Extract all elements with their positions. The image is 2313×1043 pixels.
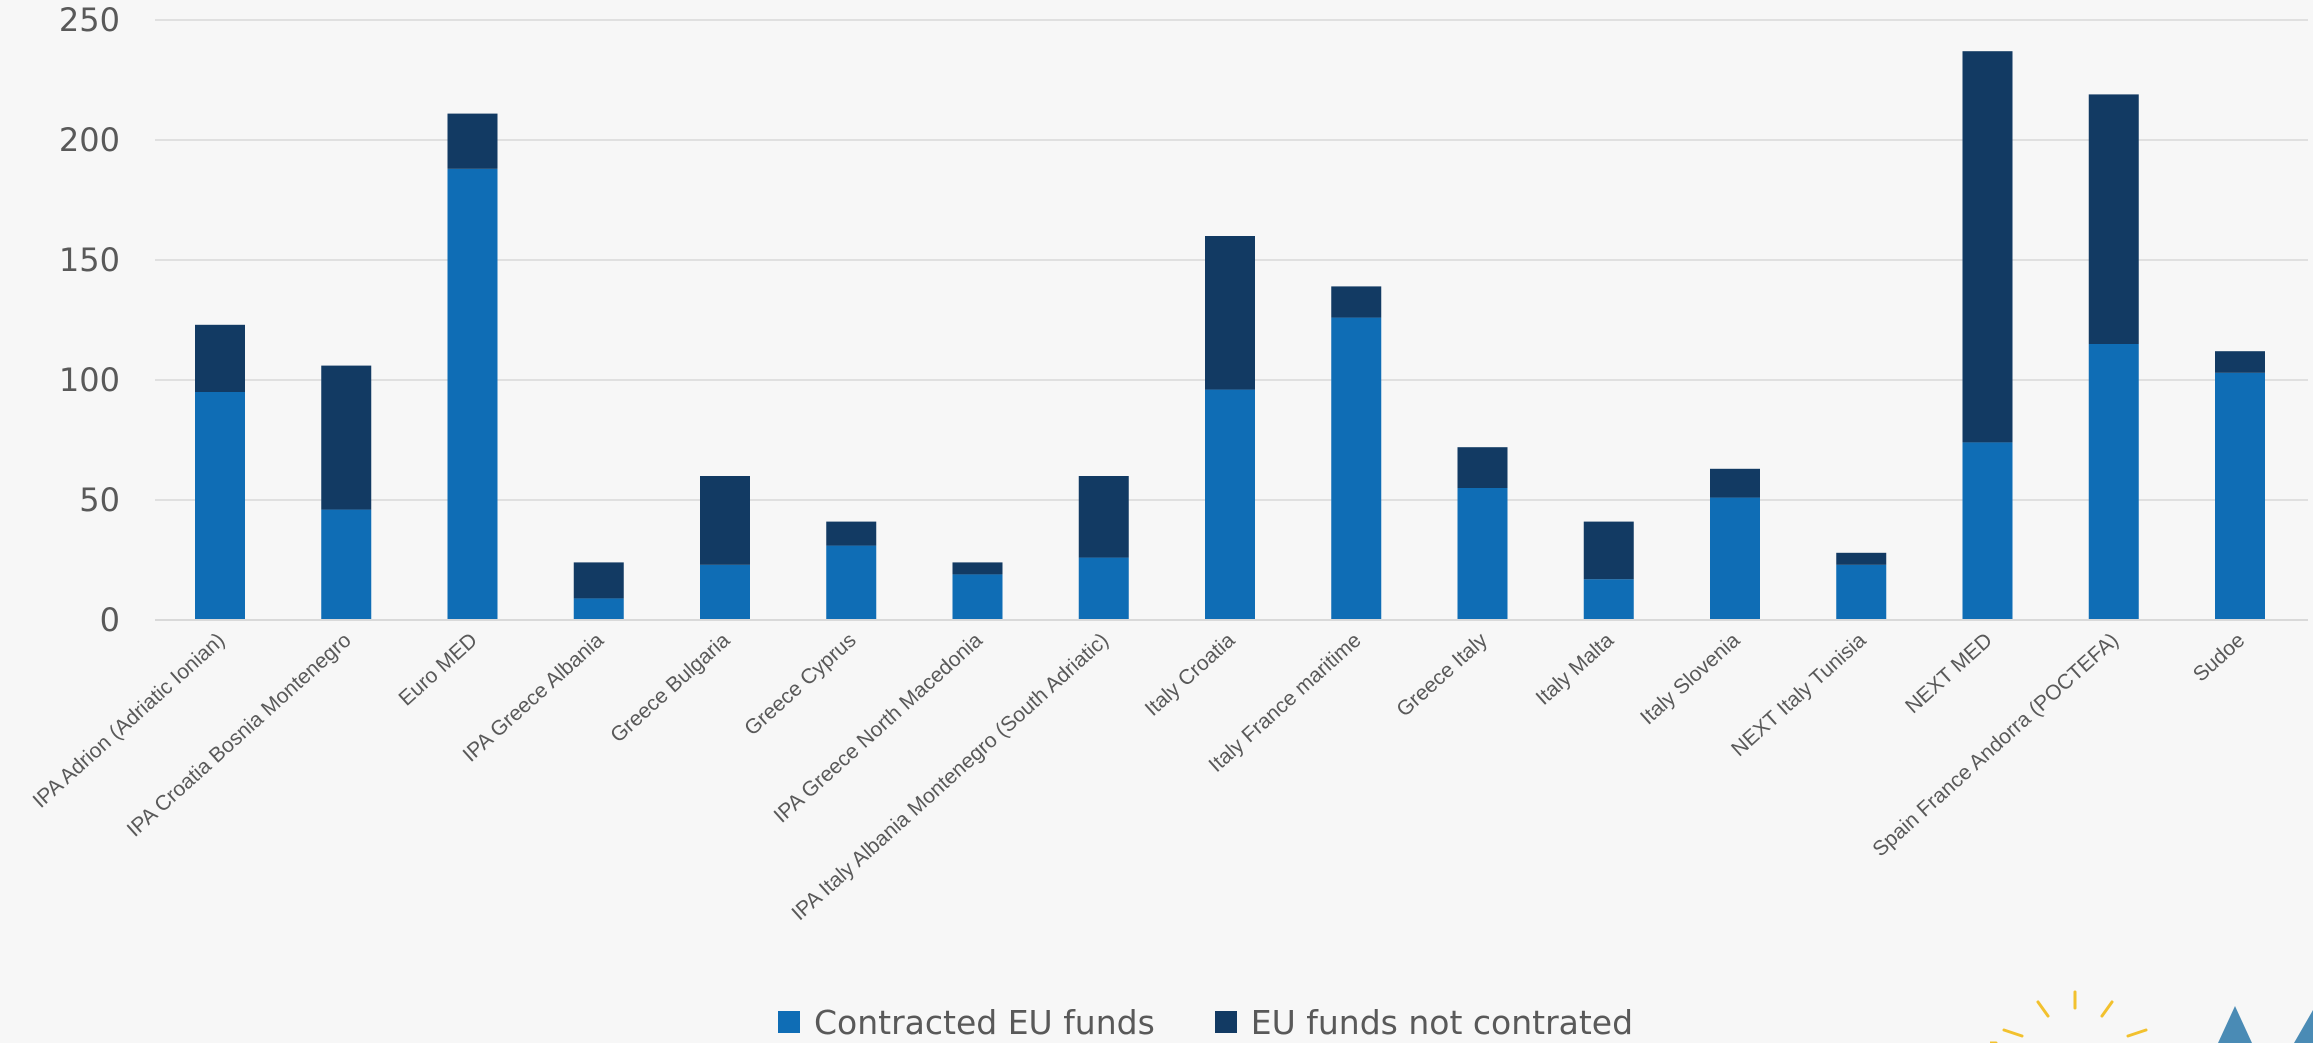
bar-segment-contracted [195, 392, 245, 620]
bar-segment-contracted [1078, 557, 1129, 620]
x-tick-label: Spain France Andorra (POCTEFA) [1868, 629, 2123, 862]
x-tick-label: Euro MED [394, 629, 481, 711]
bar-segment-contracted [1962, 442, 2013, 620]
x-tick-label: NEXT MED [1901, 629, 1997, 718]
bar-segment-contracted [1836, 564, 1887, 620]
y-tick-label: 200 [59, 121, 120, 159]
y-tick-label: 100 [59, 361, 120, 399]
legend-item-not-contracted: EU funds not contrated [1214, 1002, 1634, 1042]
bar-segment-not-contracted [1710, 468, 1760, 498]
legend-label-not-contracted: EU funds not contrated [1250, 1002, 1634, 1042]
bar-segment-not-contracted [1331, 286, 1382, 318]
bar-segment-contracted [952, 574, 1003, 620]
x-tick-label: Greece Bulgaria [606, 628, 734, 747]
bar-segment-not-contracted [2088, 94, 2139, 345]
bar-segment-not-contracted [1078, 476, 1129, 558]
bar-segment-contracted [826, 545, 877, 620]
x-tick-label: Italy Malta [1532, 628, 1619, 709]
legend-swatch-not-contracted [1214, 1011, 1237, 1033]
bar-segment-contracted [2215, 372, 2265, 620]
logo-decoration [1990, 990, 2313, 1043]
y-tick-label: 150 [59, 241, 120, 279]
bar-segment-not-contracted [1457, 447, 1508, 488]
bar-segment-not-contracted [2215, 351, 2265, 373]
bar-segment-not-contracted [952, 562, 1003, 575]
bar-segment-contracted [321, 509, 372, 620]
bar-segment-contracted [447, 168, 498, 621]
mountain-icon [2218, 1006, 2313, 1043]
bar-segment-not-contracted [195, 324, 245, 392]
y-tick-label: 250 [59, 1, 120, 39]
y-tick-label: 50 [79, 481, 120, 519]
bar-segment-not-contracted [321, 365, 372, 510]
x-tick-label: IPA Greece North Macedonia [770, 628, 987, 827]
bar-segment-contracted [1457, 488, 1508, 620]
bar-segment-not-contracted [1583, 521, 1634, 580]
bar-segment-not-contracted [826, 521, 877, 546]
x-tick-label: IPA Croatia Bosnia Montenegro [123, 629, 356, 842]
x-tick-label: Greece Cyprus [740, 629, 860, 741]
bar-segment-not-contracted [447, 113, 498, 169]
x-tick-label: Italy Slovenia [1636, 628, 1744, 729]
legend-item-contracted: Contracted EU funds [778, 1003, 1155, 1042]
bar-segment-contracted [1205, 389, 1255, 620]
bar-segment-not-contracted [700, 476, 750, 565]
x-tick-label: Italy Croatia [1141, 628, 1240, 720]
legend-swatch-contracted [778, 1011, 800, 1033]
bar-segment-not-contracted [1962, 51, 2013, 443]
sun-icon [1990, 990, 2148, 1043]
bar-segment-contracted [1710, 497, 1760, 620]
legend-label-contracted: Contracted EU funds [814, 1002, 1155, 1042]
x-tick-label: NEXT Italy Tunisia [1727, 628, 1871, 761]
bar-segment-contracted [573, 598, 624, 620]
legend: Contracted EU funds EU funds not contrat… [778, 1002, 1633, 1042]
bar-segment-not-contracted [1836, 552, 1887, 565]
bar-segment-contracted [700, 564, 750, 620]
bar-segment-not-contracted [573, 562, 624, 599]
bar-segment-contracted [1331, 317, 1382, 620]
bar-segment-contracted [1583, 579, 1634, 620]
y-tick-label: 0 [100, 601, 120, 639]
x-tick-label: Sudoe [2189, 629, 2250, 687]
x-tick-label: Greece Italy [1392, 628, 1492, 721]
bar-segment-contracted [2088, 344, 2139, 620]
x-tick-label: IPA Greece Albania [459, 628, 609, 766]
bar-segment-not-contracted [1205, 236, 1255, 390]
